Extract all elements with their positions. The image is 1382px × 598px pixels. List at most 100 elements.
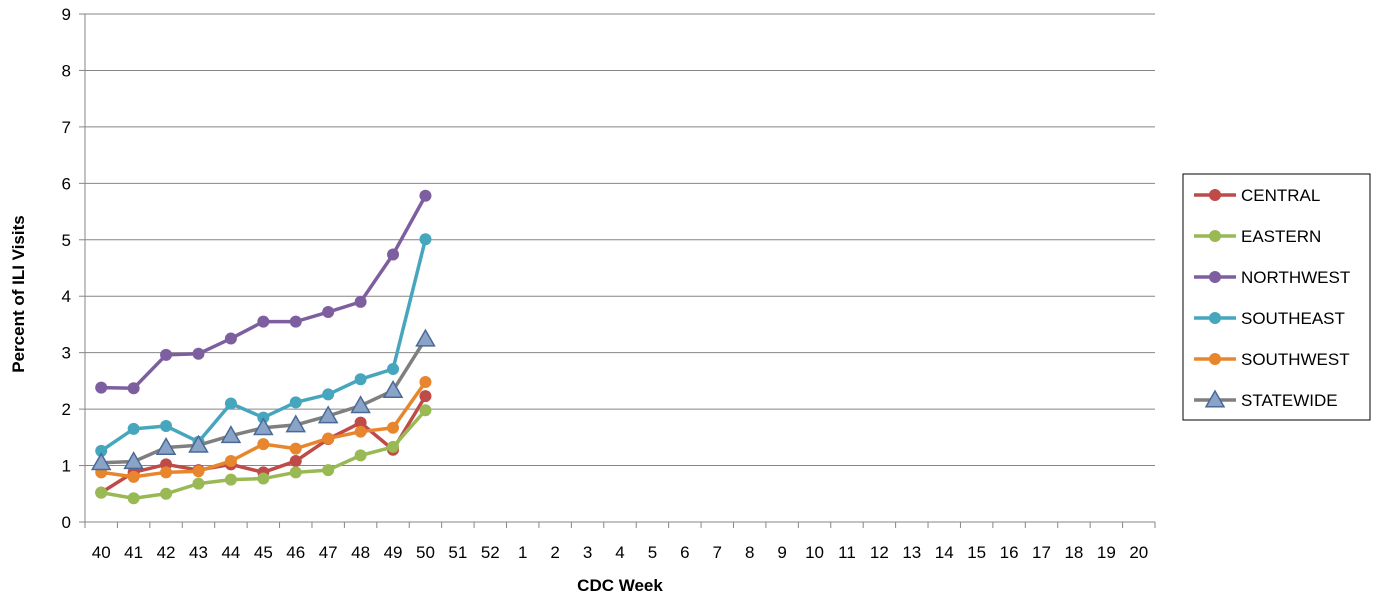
data-point — [123, 451, 144, 470]
x-tick-label: 6 — [680, 543, 689, 562]
y-tick-label: 5 — [62, 231, 71, 250]
data-point — [1204, 389, 1226, 408]
legend-item-northwest: NORTHWEST — [1194, 268, 1350, 287]
data-point — [95, 486, 108, 499]
data-point — [224, 455, 237, 468]
data-point — [90, 452, 112, 471]
x-tick-label: 7 — [713, 543, 722, 562]
y-tick-label: 7 — [62, 118, 71, 137]
data-point — [387, 440, 400, 453]
data-point — [322, 432, 335, 445]
data-point — [285, 414, 307, 433]
legend-label: SOUTHEAST — [1241, 309, 1345, 328]
x-tick-label: 51 — [448, 543, 467, 562]
legend-label: CENTRAL — [1241, 186, 1320, 205]
series-southwest — [95, 376, 432, 483]
data-point — [289, 315, 302, 328]
data-point — [1209, 230, 1221, 242]
data-point — [415, 328, 436, 347]
legend-item-southeast: SOUTHEAST — [1194, 309, 1345, 328]
legend-item-central: CENTRAL — [1194, 186, 1320, 205]
data-point — [1209, 271, 1221, 283]
x-tick-label: 5 — [648, 543, 657, 562]
data-point — [192, 465, 205, 478]
series — [90, 189, 436, 505]
data-point — [289, 455, 302, 468]
y-tick-label: 1 — [62, 457, 71, 476]
data-point — [220, 425, 242, 444]
x-tick-label: 10 — [805, 543, 824, 562]
data-point — [1209, 312, 1221, 324]
y-tick-label: 4 — [62, 287, 71, 306]
data-point — [354, 449, 367, 462]
data-point — [322, 464, 335, 477]
x-tick-label: 44 — [221, 543, 240, 562]
x-tick-label: 14 — [935, 543, 954, 562]
gridlines — [79, 13, 1155, 523]
x-tick-label: 3 — [583, 543, 592, 562]
x-tick-label: 19 — [1097, 543, 1116, 562]
data-point — [289, 396, 302, 409]
data-point — [257, 438, 270, 451]
x-tick-label: 12 — [870, 543, 889, 562]
x-tick-label: 18 — [1064, 543, 1083, 562]
x-tick-label: 49 — [384, 543, 403, 562]
data-point — [354, 373, 367, 386]
data-point — [127, 470, 140, 483]
data-point — [188, 434, 209, 453]
data-point — [95, 381, 108, 394]
x-tick-label: 41 — [124, 543, 143, 562]
data-point — [419, 404, 432, 417]
data-point — [127, 422, 140, 435]
data-point — [160, 487, 173, 500]
data-point — [127, 492, 140, 505]
data-point — [160, 466, 173, 479]
legend: CENTRAL EASTERN NORTHWEST SOUTHEAST SOUTHWES… — [1182, 173, 1371, 421]
data-point — [224, 332, 237, 345]
data-point — [95, 444, 108, 457]
data-point — [317, 405, 339, 424]
x-tick-label: 42 — [157, 543, 176, 562]
y-tick-labels: 0 1 2 3 4 5 6 7 8 9 — [62, 5, 71, 532]
x-tick-label: 16 — [1000, 543, 1019, 562]
x-tick-label: 8 — [745, 543, 754, 562]
data-point — [192, 347, 205, 360]
axes — [84, 14, 1156, 528]
data-point — [289, 442, 302, 455]
x-tick-label: 43 — [189, 543, 208, 562]
x-tick-label: 40 — [92, 543, 111, 562]
data-point — [419, 233, 432, 246]
series-eastern — [95, 404, 432, 505]
y-tick-label: 8 — [62, 61, 71, 80]
y-axis-title: Percent of ILI Visits — [9, 215, 28, 372]
data-point — [419, 189, 432, 202]
legend-label: EASTERN — [1241, 227, 1321, 246]
x-tick-label: 46 — [286, 543, 305, 562]
x-tick-label: 4 — [615, 543, 624, 562]
data-point — [253, 417, 274, 436]
data-point — [354, 425, 367, 438]
legend-label: SOUTHWEST — [1241, 350, 1350, 369]
x-tick-label: 13 — [902, 543, 921, 562]
data-point — [387, 421, 400, 434]
x-tick-label: 2 — [550, 543, 559, 562]
x-axis-title: CDC Week — [577, 576, 663, 595]
data-point — [419, 390, 432, 403]
x-tick-label: 45 — [254, 543, 273, 562]
data-point — [289, 466, 302, 479]
x-tick-label: 47 — [319, 543, 338, 562]
data-point — [1209, 353, 1221, 365]
data-point — [387, 248, 400, 261]
data-point — [224, 397, 237, 410]
data-point — [350, 395, 371, 414]
y-tick-label: 9 — [62, 5, 71, 24]
x-tick-label: 15 — [967, 543, 986, 562]
x-tick-label: 50 — [416, 543, 435, 562]
x-tick-label: 52 — [481, 543, 500, 562]
legend-item-eastern: EASTERN — [1194, 227, 1321, 246]
x-tick-labels: 40 41 42 43 44 45 46 47 48 49 50 51 52 1 2 3 4 5 6 7 8 9 10 11 1… — [92, 543, 1148, 562]
data-point — [322, 388, 335, 401]
series-northwest — [95, 189, 432, 395]
data-point — [155, 436, 177, 455]
